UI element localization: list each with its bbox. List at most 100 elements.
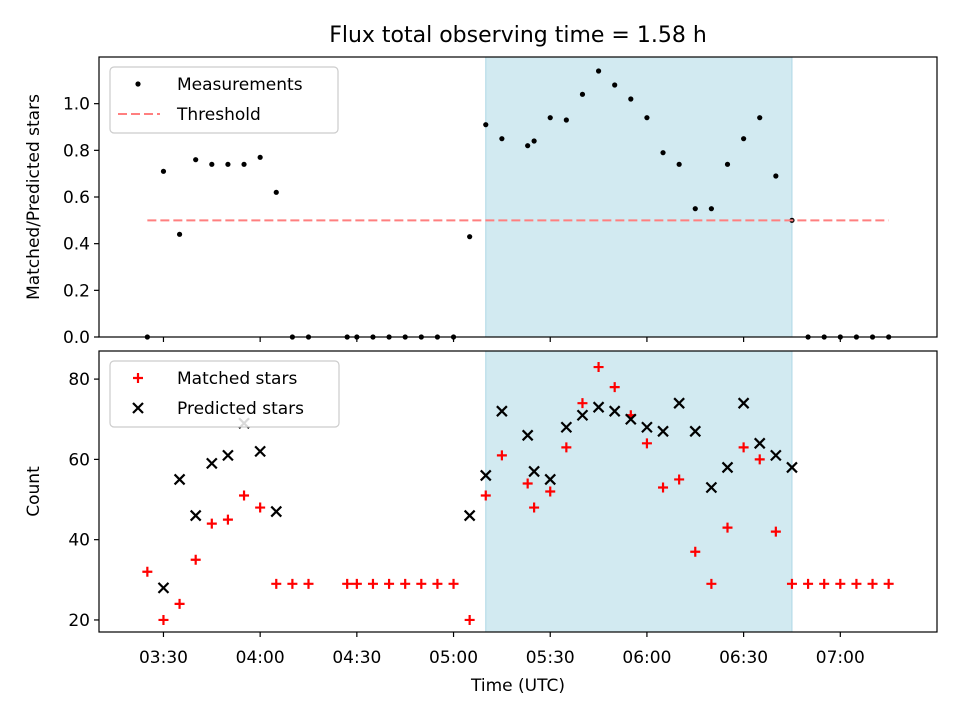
data-point: [342, 578, 353, 589]
series-matched-stars: [142, 362, 894, 625]
data-point: [673, 397, 685, 409]
data-point: [529, 502, 540, 513]
data-point: [467, 234, 473, 240]
data-point: [770, 449, 782, 462]
data-point: [722, 522, 733, 533]
axes-frame: [98, 350, 938, 633]
data-point: [724, 161, 731, 167]
data-point: [158, 614, 169, 625]
data-point: [705, 481, 718, 494]
data-point: [351, 578, 362, 589]
data-point: [595, 68, 602, 74]
data-point: [689, 425, 702, 438]
data-point: [525, 143, 531, 149]
data-point: [225, 161, 231, 167]
y-tick-label: 0.4: [63, 235, 90, 255]
data-point: [721, 461, 734, 474]
highlight-span: [485, 350, 793, 633]
legend-label: Measurements: [177, 75, 303, 95]
x-tick-label: 04:30: [332, 648, 381, 668]
data-point: [577, 398, 588, 409]
data-point: [287, 578, 298, 589]
data-point: [563, 117, 569, 123]
data-point: [190, 554, 201, 565]
data-point: [209, 161, 215, 167]
data-point: [641, 438, 652, 449]
data-point: [658, 482, 669, 493]
data-point: [528, 465, 540, 478]
data-point: [496, 450, 507, 461]
data-point: [480, 490, 491, 501]
data-point: [754, 454, 765, 465]
y-axis-label: Matched/Predicted stars: [24, 94, 44, 300]
data-point: [757, 115, 763, 121]
data-point: [303, 578, 314, 589]
data-point: [206, 518, 217, 529]
data-point: [674, 474, 685, 485]
data-point: [579, 91, 586, 97]
data-point: [867, 578, 878, 589]
data-point: [657, 425, 669, 438]
legend-box: [109, 66, 339, 134]
x-axis-label: Time (UTC): [470, 676, 565, 696]
data-point: [851, 578, 862, 589]
x-tick-label: 03:30: [139, 648, 188, 668]
data-point: [641, 421, 653, 434]
y-tick-label: 60: [68, 450, 90, 470]
data-point: [545, 486, 556, 497]
data-point: [254, 445, 266, 458]
highlight-span: [485, 56, 793, 338]
data-point: [416, 578, 427, 589]
data-point: [522, 478, 533, 489]
data-point: [193, 157, 199, 163]
data-point: [593, 362, 604, 373]
x-tick-label: 05:00: [429, 648, 478, 668]
data-point: [521, 429, 534, 442]
data-point: [676, 161, 682, 167]
figure-title: Flux total observing time = 1.58 h: [329, 23, 707, 48]
data-point: [270, 505, 283, 518]
data-point: [271, 578, 282, 589]
data-point: [367, 578, 378, 589]
data-point: [241, 161, 247, 167]
data-point: [176, 231, 183, 237]
data-point: [255, 502, 266, 513]
data-point: [576, 409, 589, 422]
data-point: [803, 578, 814, 589]
data-point: [819, 578, 830, 589]
data-point: [273, 189, 279, 195]
bottom-panel: 20 40 60 80 03:30 04:00 04:30 05:00 05:30 06:00 06…: [24, 350, 938, 696]
data-point: [786, 578, 797, 589]
data-point: [561, 442, 572, 453]
data-point: [644, 115, 650, 121]
data-point: [706, 578, 717, 589]
y-tick-label: 0.8: [63, 141, 90, 161]
data-point: [496, 405, 508, 417]
data-point: [773, 173, 779, 179]
legend-label: Matched stars: [177, 369, 297, 389]
legend: Matched stars Predicted stars: [109, 360, 340, 428]
data-point: [400, 578, 411, 589]
x-tick-label: 07:00: [816, 648, 865, 668]
data-point: [432, 578, 443, 589]
data-point: [625, 413, 637, 426]
data-point: [531, 138, 537, 144]
data-point: [174, 598, 185, 609]
data-point: [544, 473, 557, 486]
legend: Measurements Threshold: [109, 66, 339, 134]
legend-marker: [132, 402, 144, 414]
data-point: [463, 509, 476, 522]
legend-marker: [135, 81, 141, 87]
y-tick-label: 40: [68, 531, 90, 551]
data-point: [239, 490, 250, 501]
data-point: [142, 566, 153, 577]
x-tick-label: 05:30: [526, 648, 575, 668]
data-point: [660, 150, 666, 156]
data-point: [206, 457, 218, 470]
data-point: [692, 206, 698, 212]
data-point: [835, 578, 846, 589]
data-point: [628, 96, 634, 102]
data-point: [786, 461, 798, 474]
data-point: [609, 382, 620, 393]
